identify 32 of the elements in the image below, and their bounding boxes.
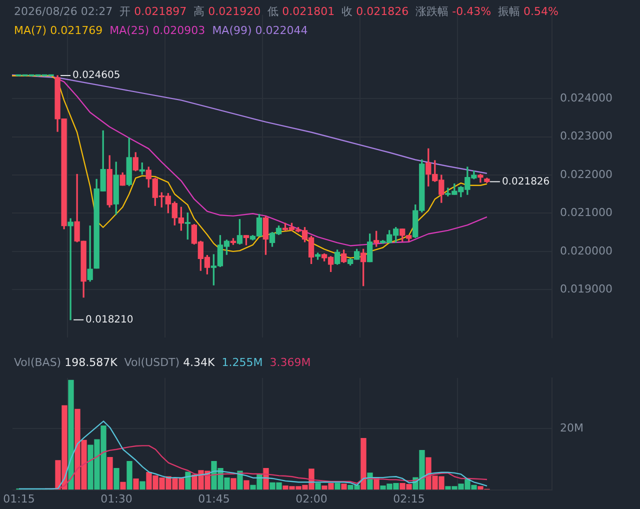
annotation: 0.022044: [255, 24, 308, 37]
annotation: 高 0.021920: [194, 5, 261, 18]
annotation: 0.018210: [86, 314, 134, 326]
x-tick-label: 02:00: [296, 492, 328, 506]
y-tick-label: 0.019000: [560, 282, 612, 296]
y-tick-label: 0.020000: [560, 244, 612, 258]
text: MA(7): [14, 24, 48, 37]
text: Vol(BAS) 198.587K: [14, 356, 118, 369]
x-tick-label: 02:15: [393, 492, 425, 506]
annotation: 0.020903: [152, 24, 206, 37]
text: Vol(USDT) 4.34K: [124, 356, 215, 369]
annotation: 低 0.021801: [268, 5, 335, 18]
y-tick-label: 0.022000: [560, 168, 612, 181]
text: 3.369M: [270, 356, 311, 369]
annotation: 0.021769: [50, 24, 103, 37]
annotation: 涨跌幅 -0.43%: [416, 5, 492, 18]
annotation: 0.024605: [72, 70, 120, 82]
y-tick-label: 20M: [560, 421, 584, 434]
annotation: 0.021826: [502, 176, 550, 188]
annotation: 收 0.021826: [342, 5, 409, 18]
annotation: 2026/08/26 02:27: [14, 5, 113, 18]
y-tick-label: 0.021000: [560, 206, 612, 220]
y-tick-label: 0.023000: [560, 130, 612, 143]
text: 1.255M: [222, 356, 263, 369]
x-tick-label: 01:45: [198, 492, 230, 506]
annotation: 开 0.021897: [120, 5, 187, 18]
x-tick-label: 01:15: [3, 492, 35, 506]
y-tick-label: 0.024000: [560, 92, 612, 104]
x-tick-label: 01:30: [100, 492, 132, 506]
text: MA(99): [212, 24, 253, 37]
annotation: 振幅 0.54%: [498, 5, 558, 18]
text: MA(25): [110, 24, 150, 37]
